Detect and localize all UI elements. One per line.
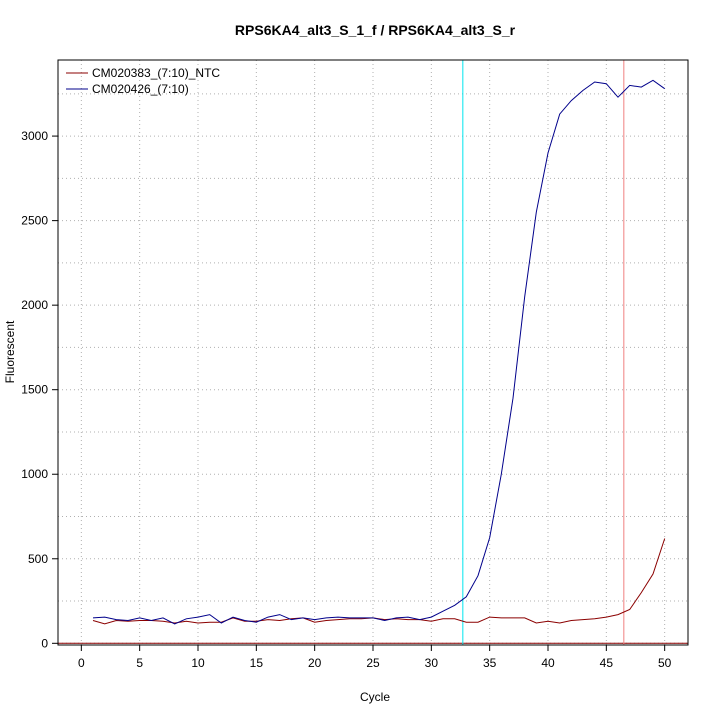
y-tick-label: 3000: [21, 129, 48, 143]
x-tick-label: 50: [658, 656, 672, 670]
chart-title: RPS6KA4_alt3_S_1_f / RPS6KA4_alt3_S_r: [235, 22, 516, 38]
x-tick-label: 5: [136, 656, 143, 670]
threshold-layer: [462, 60, 625, 645]
y-axis: 0 500 1000 1500 2000 2500 3000: [21, 129, 58, 650]
x-tick-label: 45: [600, 656, 614, 670]
legend-label: CM020426_(7:10): [92, 82, 189, 96]
y-tick-label: 2500: [21, 214, 48, 228]
series-layer: [92, 79, 666, 625]
legend-label: CM020383_(7:10)_NTC: [92, 66, 220, 80]
x-tick-label: 40: [541, 656, 555, 670]
x-tick-label: 15: [250, 656, 264, 670]
x-tick-label: 20: [308, 656, 322, 670]
y-tick-label: 0: [41, 636, 48, 650]
y-tick-label: 500: [28, 552, 48, 566]
y-tick-label: 2000: [21, 298, 48, 312]
x-tick-label: 0: [78, 656, 85, 670]
series-line-2: [92, 79, 665, 625]
legend: CM020383_(7:10)_NTC CM020426_(7:10): [66, 66, 220, 96]
x-tick-label: 35: [483, 656, 497, 670]
x-axis: 0 5 10 15 20 25 30 35 40 45 50: [78, 645, 672, 670]
x-tick-label: 30: [425, 656, 439, 670]
x-axis-label: Cycle: [360, 690, 390, 704]
x-tick-label: 10: [191, 656, 205, 670]
y-tick-label: 1000: [21, 467, 48, 481]
x-tick-label: 25: [366, 656, 380, 670]
y-tick-label: 1500: [21, 383, 48, 397]
grid-layer: [58, 60, 688, 645]
y-axis-label: Fluorescent: [3, 320, 17, 383]
